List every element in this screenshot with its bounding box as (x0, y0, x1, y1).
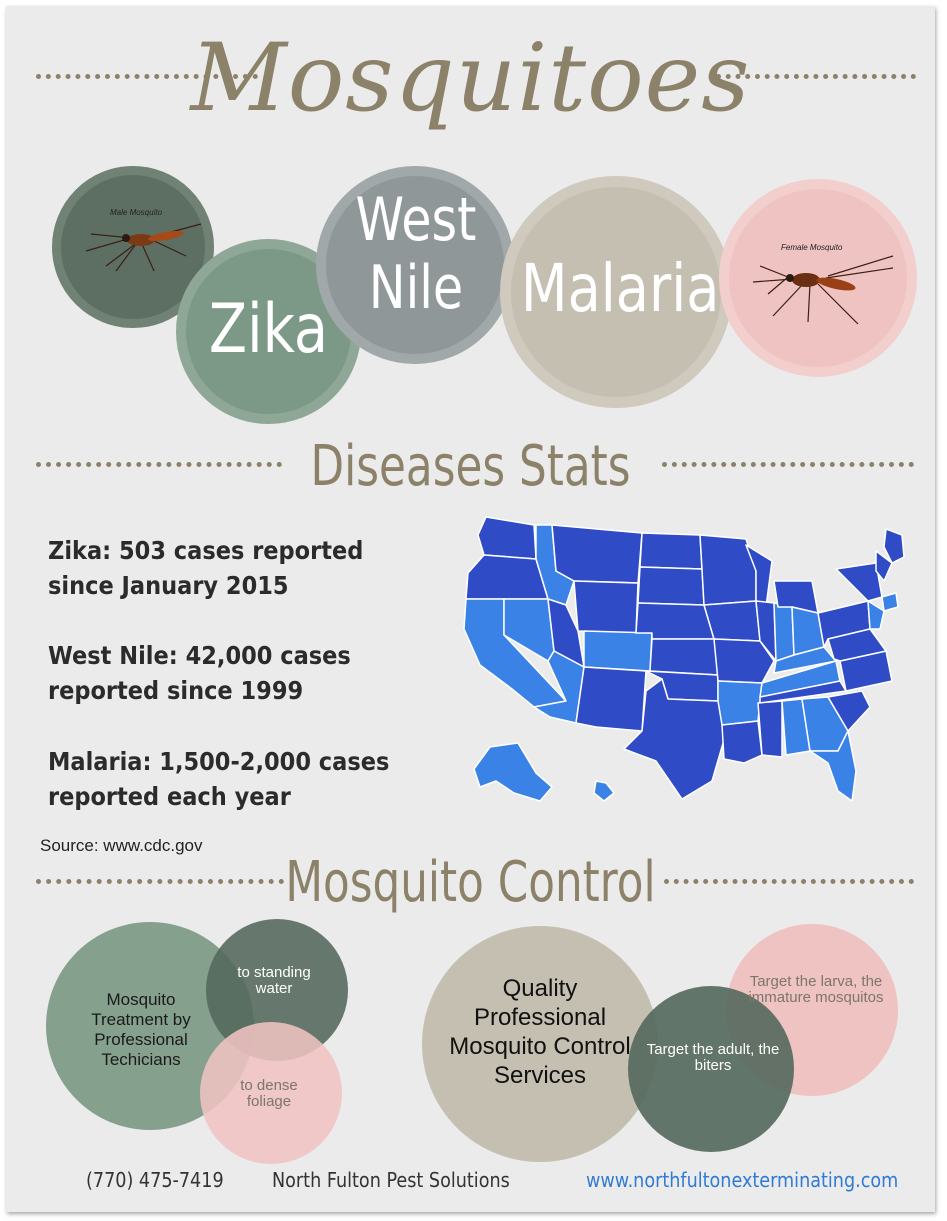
malaria-label: Malaria (520, 250, 720, 327)
female-mosquito-icon (752, 255, 894, 324)
treatment-text: Mosquito Treatment by Professional Techi… (91, 990, 191, 1069)
dense-foliage-text: to dense foliage (240, 1077, 298, 1110)
west-nile-stat: West Nile: 42,000 cases reported since 1… (48, 641, 351, 705)
stats-divider-right (662, 462, 914, 467)
infographic-page: Mosquitoes Male Mosquito Zika West Nile … (6, 6, 935, 1212)
quality-services-text: Quality Professional Mosquito Control Se… (449, 975, 631, 1089)
page-title: Mosquitoes (190, 24, 751, 133)
west-nile-circle (316, 166, 514, 364)
company-name: North Fulton Pest Solutions (272, 1168, 510, 1192)
us-map-icon (463, 516, 905, 802)
website-link[interactable]: www.northfultonexterminating.com (586, 1168, 899, 1192)
female-mosquito-label: Female Mosquito (781, 243, 843, 252)
male-mosquito-label: Male Mosquito (110, 208, 163, 217)
control-divider-right (664, 879, 914, 884)
title-divider-left (36, 74, 258, 79)
source-note: Source: www.cdc.gov (40, 836, 203, 855)
west-nile-label: West Nile (355, 185, 477, 323)
adult-text: Target the adult, the biters (646, 1041, 780, 1074)
zika-label: Zika (208, 290, 329, 369)
adult-circle (628, 986, 794, 1152)
malaria-stat: Malaria: 1,500-2,000 cases reported each… (48, 747, 390, 811)
stats-divider-left (36, 462, 282, 467)
phone-number: (770) 475-7419 (86, 1168, 224, 1192)
zika-stat: Zika: 503 cases reported since January 2… (48, 536, 364, 600)
male-mosquito-icon (85, 223, 202, 272)
larva-text: Target the larva, the immature mosquitos (748, 973, 884, 1006)
quality-services-circle (422, 926, 658, 1162)
standing-water-text: to standing water (237, 964, 311, 997)
dense-foliage-circle (200, 1022, 342, 1164)
control-divider-left (36, 879, 284, 884)
title-divider-right (716, 74, 916, 79)
control-title: Mosquito Control (285, 850, 656, 915)
stats-title: Diseases Stats (310, 434, 631, 499)
zika-circle (176, 239, 361, 424)
